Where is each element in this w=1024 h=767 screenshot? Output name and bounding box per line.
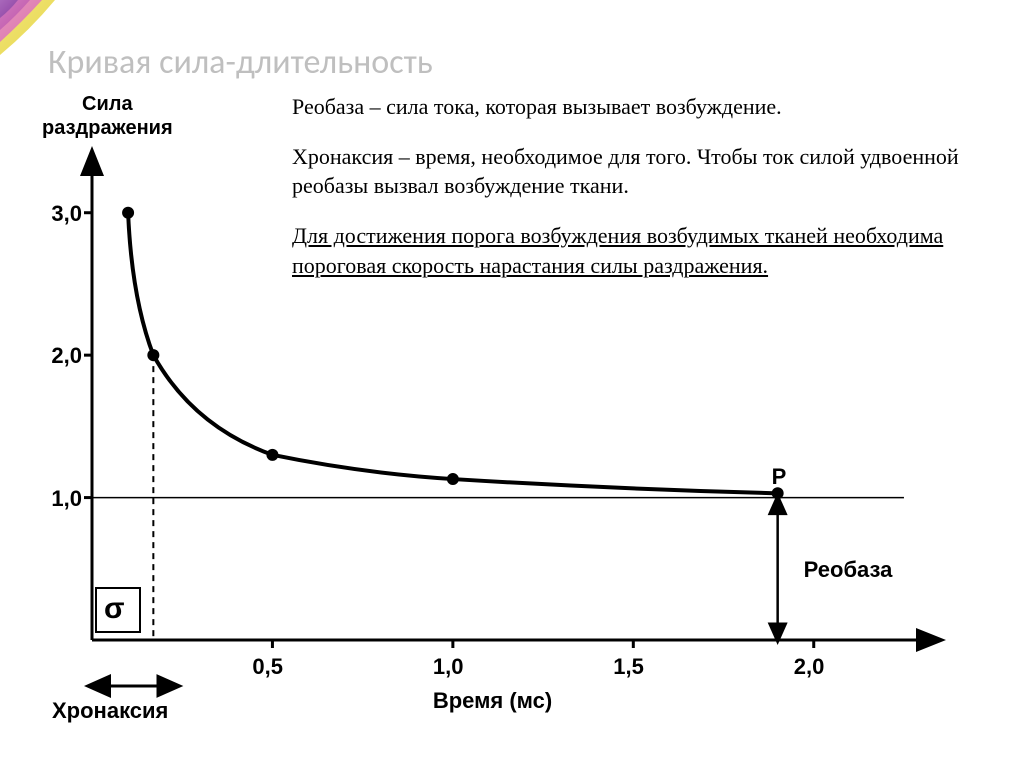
y-tick-1: 1,0 bbox=[42, 486, 82, 512]
x-tick-1: 0,5 bbox=[252, 654, 283, 680]
point-p-label: P bbox=[772, 464, 787, 490]
y-tick-2: 2,0 bbox=[42, 343, 82, 369]
text-rheobase-def: Реобаза – сила тока, которая вызывает во… bbox=[292, 92, 992, 122]
x-tick-2: 1,0 bbox=[433, 654, 464, 680]
strength-duration-chart: 1,0 2,0 3,0 0,5 1,0 1,5 2,0 Время (мс) P… bbox=[32, 140, 992, 750]
x-axis-label: Время (мс) bbox=[433, 688, 552, 714]
sigma-label: σ bbox=[104, 592, 125, 626]
y-axis-label: Сила раздражения bbox=[42, 92, 173, 140]
x-tick-3: 1,5 bbox=[613, 654, 644, 680]
y-tick-3: 3,0 bbox=[42, 201, 82, 227]
page-title: Кривая сила-длительность bbox=[48, 42, 433, 83]
x-tick-4: 2,0 bbox=[794, 654, 825, 680]
chronaxie-label: Хронаксия bbox=[52, 698, 168, 724]
rheobase-label: Реобаза bbox=[804, 557, 893, 583]
